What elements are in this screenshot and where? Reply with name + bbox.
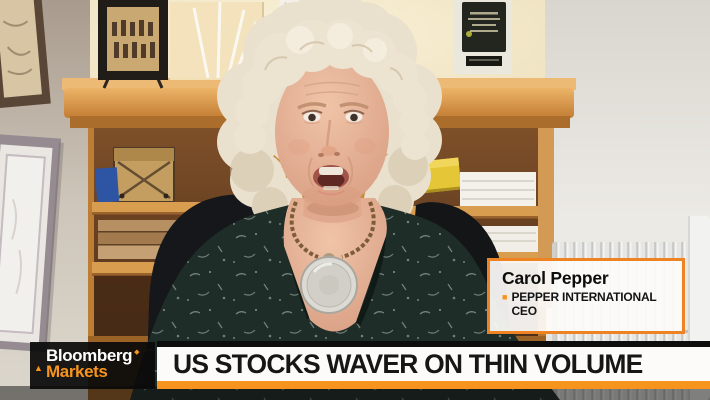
logo-triangle-icon: ▲ (34, 363, 43, 373)
family-photo-frame (98, 0, 168, 89)
award-plaque (454, 0, 512, 74)
headline-text: US STOCKS WAVER ON THIN VOLUME (173, 348, 643, 379)
pendant-necklace (289, 201, 376, 314)
program-name: Markets (46, 361, 108, 381)
headline-banner: US STOCKS WAVER ON THIN VOLUME (157, 341, 710, 389)
guest-name-card: Carol Pepper ■ PEPPER INTERNATIONAL CEO (487, 258, 685, 334)
hair-front (234, 19, 429, 160)
face (275, 58, 389, 208)
blue-folder (94, 167, 120, 203)
affiliation-bullet-icon: ■ (502, 292, 508, 303)
paper-stack-top (460, 172, 536, 206)
guest-title: CEO (511, 303, 537, 318)
wall-picture-frame-top (0, 0, 51, 109)
logo-diamond-icon: ◆ (134, 349, 140, 356)
bloomberg-markets-logo: ▲ Bloomberg ◆ Markets (30, 342, 155, 389)
guest-affiliation: PEPPER INTERNATIONAL (511, 290, 657, 305)
guest-role: ■ PEPPER INTERNATIONAL CEO (502, 290, 676, 318)
bottom-vignette (0, 386, 710, 400)
leaning-picture-frame (0, 133, 64, 353)
guest-name: Carol Pepper (502, 268, 609, 288)
network-name: Bloomberg (46, 346, 133, 365)
storage-box (113, 147, 175, 203)
